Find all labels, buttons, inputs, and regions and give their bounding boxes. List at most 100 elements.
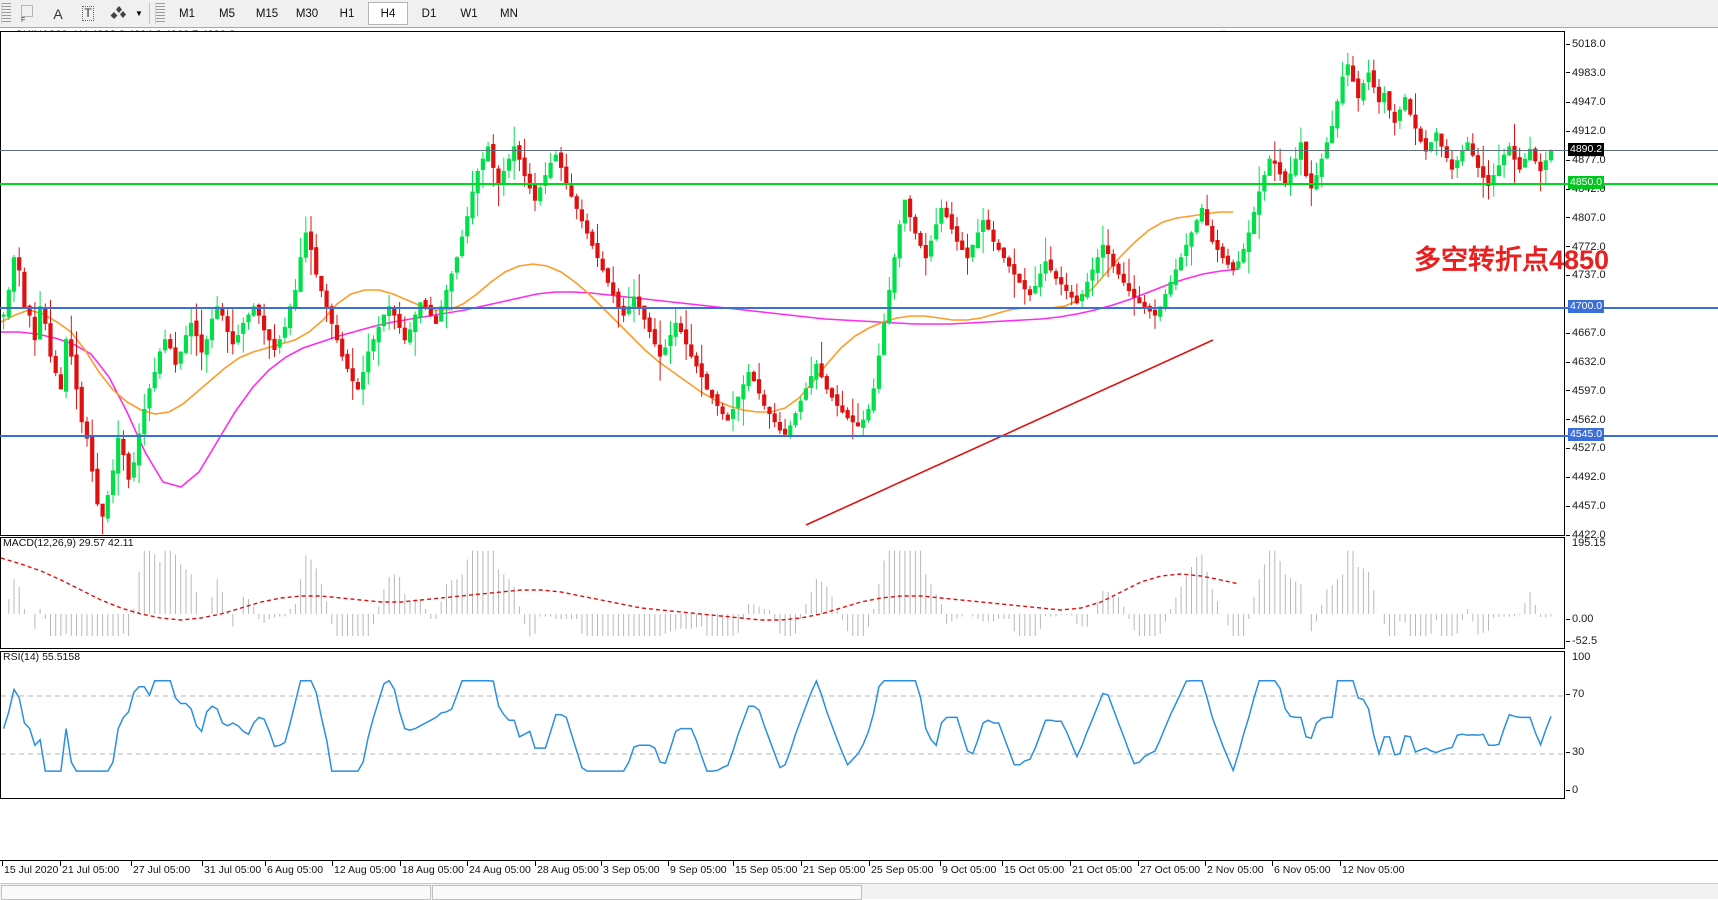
price-tick-4912.0: 4912.0: [1566, 125, 1606, 137]
candle-body: [314, 247, 319, 275]
price-line-4890.2[interactable]: [0, 150, 1718, 151]
timeframe-d1[interactable]: D1: [421, 7, 437, 20]
candle-body: [126, 453, 131, 480]
candle-body: [1205, 209, 1210, 226]
shapes-tool-icon[interactable]: [103, 2, 133, 25]
candle-body: [803, 388, 808, 400]
candle-body: [131, 462, 136, 478]
price-line-4850.0[interactable]: [0, 183, 1718, 185]
rsi-tick-0: 0: [1566, 784, 1578, 796]
candle-body: [423, 300, 428, 308]
candle-body: [376, 326, 381, 343]
candle-body: [783, 428, 788, 435]
time-label: 15 Sep 05:00: [735, 864, 798, 876]
candle-body: [746, 372, 751, 387]
price-tag-4890.2[interactable]: 4890.2: [1568, 143, 1605, 157]
candle-body: [470, 191, 475, 219]
crosshair-cursor-icon[interactable]: F: [13, 2, 43, 25]
macd-chart-svg: [1, 550, 1552, 636]
time-tick: [332, 861, 333, 866]
candle-body: [866, 409, 871, 421]
candle-body: [522, 157, 527, 177]
price-tick-4947.0: 4947.0: [1566, 96, 1606, 108]
candle-body: [1449, 159, 1455, 170]
price-tick-5018.0: 5018.0: [1566, 38, 1606, 50]
price-tag-4700.0[interactable]: 4700.0: [1568, 299, 1605, 313]
candle-body: [902, 199, 907, 224]
candle-body: [788, 425, 793, 436]
candle-body: [1304, 141, 1309, 177]
candle-body: [449, 273, 454, 292]
candle-body: [1220, 246, 1225, 259]
rsi-scale[interactable]: 100 70 30 0: [1566, 651, 1718, 799]
candle-body: [756, 379, 762, 394]
candle-body: [605, 268, 610, 283]
time-tick: [668, 861, 669, 866]
rsi-chart-svg: [1, 679, 1564, 773]
timeframe-m5[interactable]: M5: [219, 7, 235, 20]
candle-body: [230, 331, 235, 345]
svg-text:F: F: [21, 17, 25, 22]
time-label: 3 Sep 05:00: [603, 864, 660, 876]
timeframe-mn[interactable]: MN: [500, 7, 518, 20]
ma-fast-line: [1, 211, 1233, 415]
candle-body: [564, 166, 569, 185]
candle-body: [17, 257, 22, 271]
candle-body: [1048, 259, 1053, 271]
timeframe-m1[interactable]: M1: [179, 7, 195, 20]
candle-body: [590, 231, 595, 246]
price-chart-pane[interactable]: [0, 31, 1565, 536]
candle-body: [319, 275, 324, 291]
price-scale[interactable]: 5018.04983.04947.04912.04877.04842.04807…: [1566, 31, 1718, 541]
timeframe-m30[interactable]: M30: [295, 7, 319, 20]
timeframe-h1[interactable]: H1: [339, 7, 355, 20]
candle-body: [194, 320, 199, 337]
price-tag-4850.0[interactable]: 4850.0: [1568, 176, 1605, 190]
candle-body: [95, 468, 100, 505]
price-tick-4597.0: 4597.0: [1566, 385, 1606, 397]
candle-body: [767, 406, 772, 414]
candle-body: [1272, 160, 1277, 164]
chart-text-annotation[interactable]: 多空转折点4850: [1414, 245, 1610, 275]
macd-scale[interactable]: 195.15 0.00 -52.5: [1566, 537, 1718, 649]
toolbar-drag-handle[interactable]: [1, 3, 11, 24]
candle-body: [105, 495, 110, 519]
candle-body: [1116, 263, 1121, 275]
candle-body: [699, 363, 704, 378]
candle-body: [1413, 114, 1418, 129]
candle-body: [704, 374, 709, 390]
candle-body: [1439, 133, 1444, 147]
price-line-4545.0[interactable]: [0, 435, 1718, 437]
candle-body: [600, 258, 605, 271]
time-tick: [940, 861, 941, 866]
candle-body: [1293, 158, 1298, 176]
time-label: 2 Nov 05:00: [1207, 864, 1264, 876]
dropdown-caret-icon[interactable]: ▼: [135, 9, 143, 18]
candle-body: [1335, 101, 1340, 129]
macd-indicator-pane[interactable]: MACD(12,26,9) 29.57 42.11: [0, 537, 1565, 649]
candle-body: [428, 304, 433, 316]
timeframe-h4[interactable]: H4: [368, 2, 408, 25]
candle-body: [1283, 171, 1288, 185]
text-label-icon[interactable]: A: [53, 5, 63, 22]
candle-body: [136, 433, 142, 466]
timeframe-drag-handle[interactable]: [155, 3, 165, 24]
timeframe-w1[interactable]: W1: [460, 7, 478, 20]
price-line-4700.0[interactable]: [0, 307, 1718, 309]
candle-body: [38, 306, 43, 340]
rsi-indicator-pane[interactable]: RSI(14) 55.5158: [0, 651, 1565, 799]
time-tick: [869, 861, 870, 866]
candle-body: [1403, 97, 1408, 111]
price-tag-4545.0[interactable]: 4545.0: [1568, 427, 1605, 441]
candle-body: [1189, 232, 1194, 247]
candle-body: [1397, 109, 1403, 121]
candle-body: [1095, 257, 1100, 273]
time-axis[interactable]: 15 Jul 2020 21 Jul 05:00 27 Jul 05:00 31 Ju…: [0, 860, 1718, 881]
candle-body: [1475, 155, 1481, 168]
text-box-icon[interactable]: T: [82, 6, 94, 21]
candle-body: [694, 355, 699, 367]
candle-body: [308, 231, 314, 250]
timeframe-m15[interactable]: M15: [255, 7, 279, 20]
rsi-tick-30: 30: [1566, 746, 1584, 758]
candle-body: [235, 335, 241, 343]
